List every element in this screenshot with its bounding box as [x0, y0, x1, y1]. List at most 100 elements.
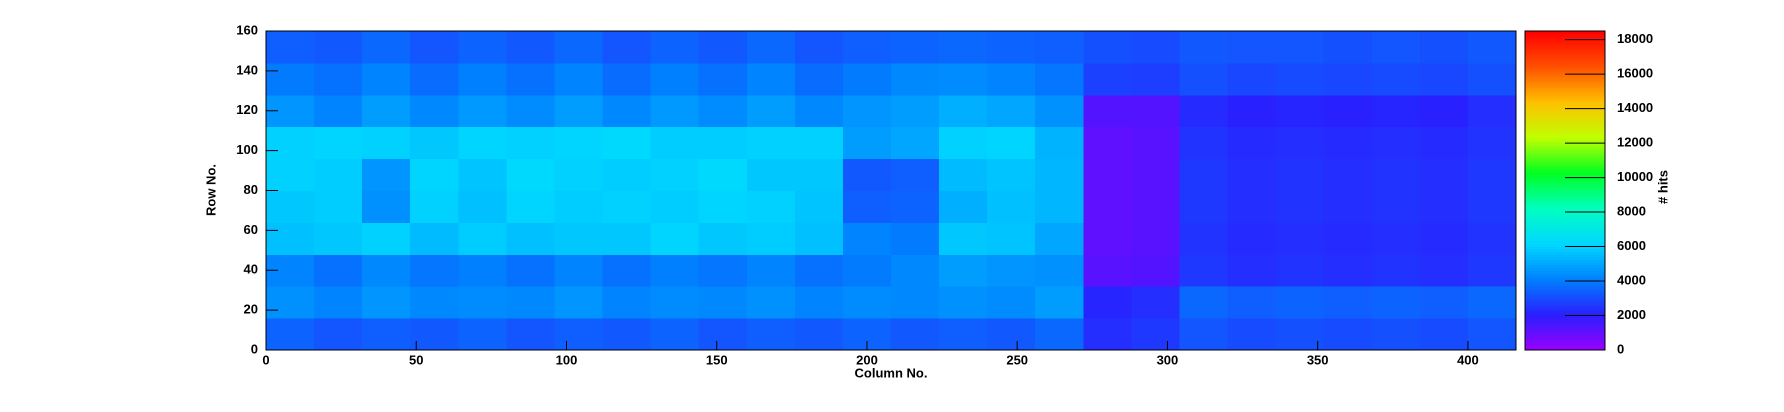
heatmap-cell: [939, 254, 988, 287]
heatmap-cell: [650, 254, 700, 287]
colorbar-strip: [1525, 339, 1605, 343]
heatmap-cell: [987, 222, 1036, 255]
heatmap-cell: [698, 126, 748, 160]
heatmap-cell: [746, 190, 796, 223]
colorbar-strip: [1525, 307, 1605, 311]
heatmap-cell: [1227, 126, 1277, 160]
colorbar-strip: [1525, 310, 1605, 314]
heatmap-cell: [314, 222, 363, 255]
heatmap-cell: [1371, 222, 1421, 255]
colorbar-strip: [1525, 150, 1605, 154]
heatmap-cell: [458, 158, 507, 191]
heatmap-cell: [314, 62, 363, 96]
colorbar-strip: [1525, 62, 1605, 67]
x-tick-label: 50: [409, 352, 423, 367]
colorbar-strip: [1525, 256, 1605, 261]
colorbar-strip: [1525, 124, 1605, 128]
heatmap-cell: [314, 126, 363, 160]
heatmap-cell: [891, 94, 940, 128]
heatmap-cell: [1323, 31, 1373, 64]
colorbar-tick-label: 14000: [1617, 100, 1653, 115]
heatmap-cell: [987, 94, 1036, 128]
colorbar-strip: [1525, 108, 1605, 112]
colorbar-strip: [1525, 326, 1605, 330]
colorbar-strip: [1525, 190, 1605, 194]
colorbar-strip: [1525, 44, 1605, 48]
colorbar-strip: [1525, 78, 1605, 83]
colorbar-strip: [1525, 81, 1605, 85]
heatmap-cell: [1179, 62, 1229, 96]
x-tick-label: 200: [856, 352, 878, 367]
colorbar-strip: [1525, 187, 1605, 191]
colorbar-strip: [1525, 155, 1605, 160]
colorbar-strip: [1525, 336, 1605, 340]
heatmap-cell: [266, 190, 315, 223]
heatmap-cell: [362, 31, 411, 64]
colorbar-strip: [1525, 227, 1605, 231]
colorbar-strip: [1525, 318, 1605, 322]
colorbar-strip: [1525, 158, 1605, 162]
heatmap-cell: [266, 158, 315, 191]
heatmap-cell: [1083, 158, 1132, 191]
heatmap-cell: [1179, 222, 1229, 255]
heatmap-cell: [362, 254, 411, 287]
colorbar-strip: [1525, 347, 1605, 351]
heatmap-cell: [1371, 254, 1421, 287]
heatmap-cell: [458, 31, 507, 64]
heatmap-cell: [1323, 94, 1373, 128]
heatmap-cell: [314, 94, 363, 128]
heatmap-cell: [1323, 318, 1373, 351]
colorbar-strip: [1525, 296, 1605, 300]
colorbar-strip: [1525, 126, 1605, 130]
colorbar-strip: [1525, 264, 1605, 269]
heatmap-cell: [891, 222, 940, 255]
heatmap-cell: [1179, 190, 1229, 223]
heatmap-cell: [891, 286, 940, 319]
heatmap-cell: [794, 62, 844, 96]
heatmap-cell: [891, 318, 940, 351]
heatmap-cell: [458, 222, 507, 255]
heatmap-cell: [1035, 126, 1084, 160]
heatmap-cell: [746, 254, 796, 287]
colorbar-strip: [1525, 52, 1605, 56]
heatmap-cell: [1467, 222, 1517, 255]
heatmap-cell: [1083, 31, 1132, 64]
x-tick-label: 400: [1457, 352, 1479, 367]
heatmap-cell: [1323, 254, 1373, 287]
heatmap-cell: [650, 222, 700, 255]
heatmap-cell: [266, 62, 315, 96]
heatmap-cell: [939, 62, 988, 96]
heatmap-cell: [506, 158, 555, 191]
colorbar-strip: [1525, 118, 1605, 122]
colorbar-tick-label: 18000: [1617, 31, 1653, 46]
colorbar-strip: [1525, 38, 1605, 43]
colorbar-strip: [1525, 272, 1605, 277]
heatmap-cell: [1131, 286, 1180, 319]
heatmap-cell: [1227, 318, 1277, 351]
heatmap-cell: [1035, 254, 1084, 287]
y-tick-label: 140: [236, 62, 258, 77]
colorbar-strip: [1525, 116, 1605, 120]
heatmap-cell: [410, 286, 459, 319]
colorbar-strip: [1525, 121, 1605, 125]
heatmap-cell: [987, 126, 1036, 160]
heatmap-cell: [1467, 158, 1517, 191]
colorbar-strip: [1525, 291, 1605, 295]
heatmap-cell: [554, 94, 604, 128]
colorbar-strip: [1525, 147, 1605, 152]
heatmap-cell: [698, 62, 748, 96]
heatmap-cell: [1035, 94, 1084, 128]
heatmap-cell: [891, 62, 940, 96]
heatmap-cell: [458, 286, 507, 319]
heatmap-cell: [891, 126, 940, 160]
colorbar-strip: [1525, 275, 1605, 279]
heatmap-cell: [458, 94, 507, 128]
heatmap-cell: [1371, 62, 1421, 96]
heatmap-cell: [794, 190, 844, 223]
heatmap-cell: [1371, 158, 1421, 191]
heatmap-cell: [602, 62, 652, 96]
heatmap-cell: [506, 254, 555, 287]
colorbar-strip: [1525, 142, 1605, 146]
colorbar-strip: [1525, 193, 1605, 197]
